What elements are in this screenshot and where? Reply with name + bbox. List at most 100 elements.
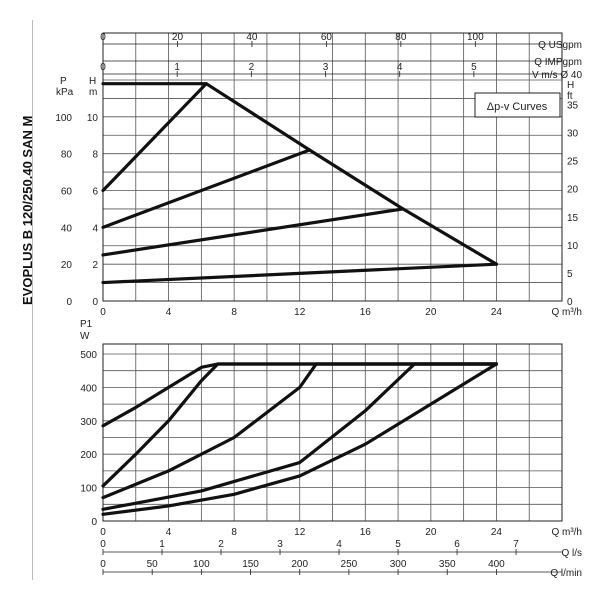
head-curve <box>101 207 405 257</box>
ft-tick-label: 10 <box>567 241 579 252</box>
legend-box-text: Δp-v Curves <box>487 101 548 113</box>
ft-axis-label: H <box>567 80 574 91</box>
q-tick-label: 0 <box>100 307 106 318</box>
ft-tick-label: 35 <box>567 101 579 112</box>
q-axis-label: Q m³/h <box>551 307 582 318</box>
top-scale-tick-label: 3 <box>323 62 329 73</box>
bottom-scale-tick-label: 50 <box>147 559 159 570</box>
ft-tick-label: 0 <box>567 297 573 308</box>
kpa-tick-label: 40 <box>61 223 73 234</box>
ft-tick-label: 30 <box>567 129 579 140</box>
m-axis-label: m <box>89 87 97 98</box>
head-grid <box>102 33 563 302</box>
head-frame <box>102 32 563 302</box>
bottom-scale-tick-label: 0 <box>100 559 106 570</box>
kpa-tick-label: 100 <box>55 113 72 124</box>
head-curve <box>101 82 208 193</box>
bottom-scale-label: Q l/s <box>561 548 582 559</box>
q-tick-label: 12 <box>294 527 306 538</box>
bottom-scale-tick-label: 3 <box>277 539 283 550</box>
q-tick-label: 24 <box>491 527 503 538</box>
top-scale-label: Q USgpm <box>538 40 582 51</box>
q-tick-label: 20 <box>425 307 437 318</box>
w-tick-label: 0 <box>91 517 97 528</box>
top-scale-tick-label: 40 <box>246 32 258 43</box>
power-curve <box>101 362 499 516</box>
power-frame <box>102 343 563 522</box>
bottom-scale-tick-label: 0 <box>100 539 106 550</box>
q-tick-label: 12 <box>294 307 306 318</box>
m-tick-label: 6 <box>92 187 98 198</box>
q-axis-label: Q m³/h <box>551 527 582 538</box>
power-grid <box>102 344 563 522</box>
q-tick-label: 16 <box>360 527 372 538</box>
q-tick-label: 4 <box>166 527 172 538</box>
kpa-tick-label: 0 <box>66 297 72 308</box>
w-tick-label: 500 <box>80 350 97 361</box>
power-curve <box>101 362 499 511</box>
m-tick-label: 8 <box>92 150 98 161</box>
head-curve <box>101 262 499 285</box>
ft-tick-label: 25 <box>567 157 579 168</box>
bottom-scale-label: Q l/min <box>550 568 582 579</box>
top-scale-tick-label: 0 <box>100 32 106 43</box>
bottom-scale-tick-label: 300 <box>390 559 407 570</box>
m-tick-label: 10 <box>87 113 99 124</box>
ft-tick-label: 20 <box>567 185 579 196</box>
bottom-scale-tick-label: 2 <box>218 539 224 550</box>
kpa-axis-label: P <box>60 76 67 87</box>
w-axis-label: P1 <box>80 319 93 330</box>
bottom-scale-tick-label: 7 <box>513 539 519 550</box>
head-curve <box>101 82 499 266</box>
kpa-tick-label: 20 <box>61 260 73 271</box>
w-tick-label: 300 <box>80 417 97 428</box>
kpa-axis-label: kPa <box>56 87 74 98</box>
top-scale-label: Q IMPgpm <box>534 57 582 68</box>
bottom-scale-tick-label: 4 <box>336 539 342 550</box>
w-axis-label: W <box>80 331 90 342</box>
top-scale-tick-label: 5 <box>471 62 477 73</box>
w-tick-label: 200 <box>80 450 97 461</box>
m-tick-label: 4 <box>92 223 98 234</box>
q-tick-label: 20 <box>425 527 437 538</box>
q-tick-label: 8 <box>231 307 237 318</box>
top-scale-tick-label: 80 <box>395 32 407 43</box>
bottom-scale-tick-label: 100 <box>193 559 210 570</box>
q-tick-label: 4 <box>166 307 172 318</box>
bottom-scale-tick-label: 250 <box>341 559 358 570</box>
power-curve <box>101 362 499 488</box>
m-axis-label: H <box>89 76 96 87</box>
kpa-tick-label: 60 <box>61 187 73 198</box>
head-curve <box>101 148 312 229</box>
bottom-scale-tick-label: 150 <box>242 559 259 570</box>
top-scale-tick-label: 2 <box>249 62 255 73</box>
q-tick-label: 0 <box>100 527 106 538</box>
top-scale-tick-label: 60 <box>321 32 333 43</box>
kpa-tick-label: 80 <box>61 150 73 161</box>
top-scale-tick-label: 0 <box>100 62 106 73</box>
bottom-scale-tick-label: 350 <box>439 559 456 570</box>
bottom-scale-tick-label: 6 <box>454 539 460 550</box>
m-tick-label: 0 <box>92 297 98 308</box>
power-curve <box>101 362 499 500</box>
m-tick-label: 2 <box>92 260 98 271</box>
q-tick-label: 16 <box>360 307 372 318</box>
bottom-scale-tick-label: 5 <box>395 539 401 550</box>
model-label-bar <box>6 20 33 580</box>
bottom-scale-tick-label: 1 <box>159 539 165 550</box>
w-tick-label: 400 <box>80 383 97 394</box>
legend-box: Δp-v Curves <box>474 92 561 118</box>
ft-tick-label: 5 <box>567 269 573 280</box>
ft-axis-label: ft <box>567 91 573 102</box>
top-scale-tick-label: 100 <box>467 32 484 43</box>
w-tick-label: 100 <box>80 484 97 495</box>
ft-tick-label: 15 <box>567 213 579 224</box>
bottom-scale-tick-label: 400 <box>488 559 505 570</box>
q-tick-label: 8 <box>231 527 237 538</box>
top-scale-tick-label: 1 <box>174 62 180 73</box>
top-scale-label: V m/s Ø 40 <box>532 70 582 81</box>
